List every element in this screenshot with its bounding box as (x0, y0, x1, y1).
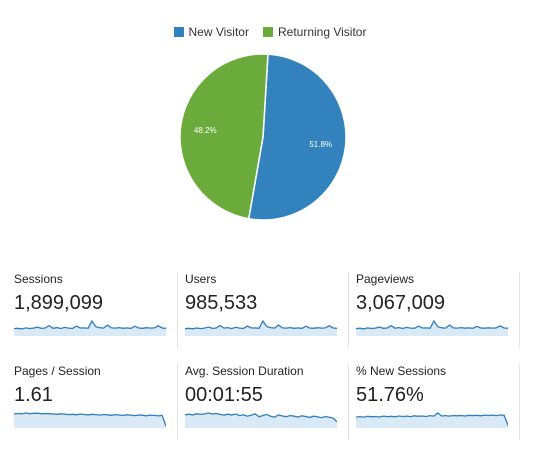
metric-label: Users (185, 272, 217, 286)
metric-users[interactable]: Users 985,533 (185, 272, 349, 350)
pie-slice-returning-visitor[interactable] (179, 53, 269, 220)
sparkline-area (185, 321, 337, 336)
legend-item-new-visitor[interactable]: New Visitor (173, 25, 249, 39)
pie-label-new-visitor: 51.8% (309, 140, 332, 149)
pageviews-sparkline (356, 320, 508, 336)
sparkline-line (356, 412, 508, 426)
sparkline-line (185, 412, 337, 423)
sparkline-area (14, 321, 166, 336)
metric-pageviews[interactable]: Pageviews 3,067,009 (356, 272, 520, 350)
pages-per-session-sparkline (14, 412, 166, 428)
avg-session-duration-sparkline (185, 412, 337, 428)
metric-divider (177, 272, 178, 348)
metric-divider (519, 364, 520, 440)
metric-sessions[interactable]: Sessions 1,899,099 (14, 272, 178, 350)
legend-label-returning-visitor: Returning Visitor (277, 25, 367, 39)
users-sparkline (185, 320, 337, 336)
legend-label-new-visitor: New Visitor (188, 25, 249, 39)
pie-label-returning-visitor: 48.2% (194, 126, 217, 135)
metric-label: Avg. Session Duration (185, 364, 304, 378)
metric-label: Pageviews (356, 272, 415, 286)
metric-value: 1,899,099 (14, 292, 103, 314)
metric-value: 00:01:55 (185, 384, 263, 406)
pie-slice-new-visitor[interactable] (247, 53, 347, 221)
sparkline-area (356, 321, 508, 336)
metric-divider (348, 272, 349, 348)
sparkline-line (14, 412, 166, 427)
chart-legend: New Visitor Returning Visitor (0, 25, 540, 39)
metric-value: 3,067,009 (356, 292, 445, 314)
sparkline-line (14, 320, 166, 330)
metric-label: Pages / Session (14, 364, 101, 378)
metric-value: 985,533 (185, 292, 258, 314)
metric-divider (177, 364, 178, 440)
legend-swatch-returning-visitor (262, 27, 273, 37)
metric-label: % New Sessions (356, 364, 447, 378)
sparkline-line (185, 320, 337, 330)
new-sessions-sparkline (356, 412, 508, 428)
metric-pages-per-session[interactable]: Pages / Session 1.61 (14, 364, 178, 442)
metric-label: Sessions (14, 272, 63, 286)
sparkline-area (14, 413, 166, 428)
legend-item-returning-visitor[interactable]: Returning Visitor (262, 25, 367, 39)
sparkline-line (356, 320, 508, 330)
sparkline-area (185, 413, 337, 428)
metric-value: 1.61 (14, 384, 53, 406)
visitor-pie-chart: 51.8% 48.2% (179, 53, 347, 221)
metric-value: 51.76% (356, 384, 424, 406)
metric-avg-session-duration[interactable]: Avg. Session Duration 00:01:55 (185, 364, 349, 442)
sessions-sparkline (14, 320, 166, 336)
legend-swatch-new-visitor (173, 27, 184, 37)
metric-new-sessions[interactable]: % New Sessions 51.76% (356, 364, 520, 442)
metric-divider (348, 364, 349, 440)
metric-divider (519, 272, 520, 348)
